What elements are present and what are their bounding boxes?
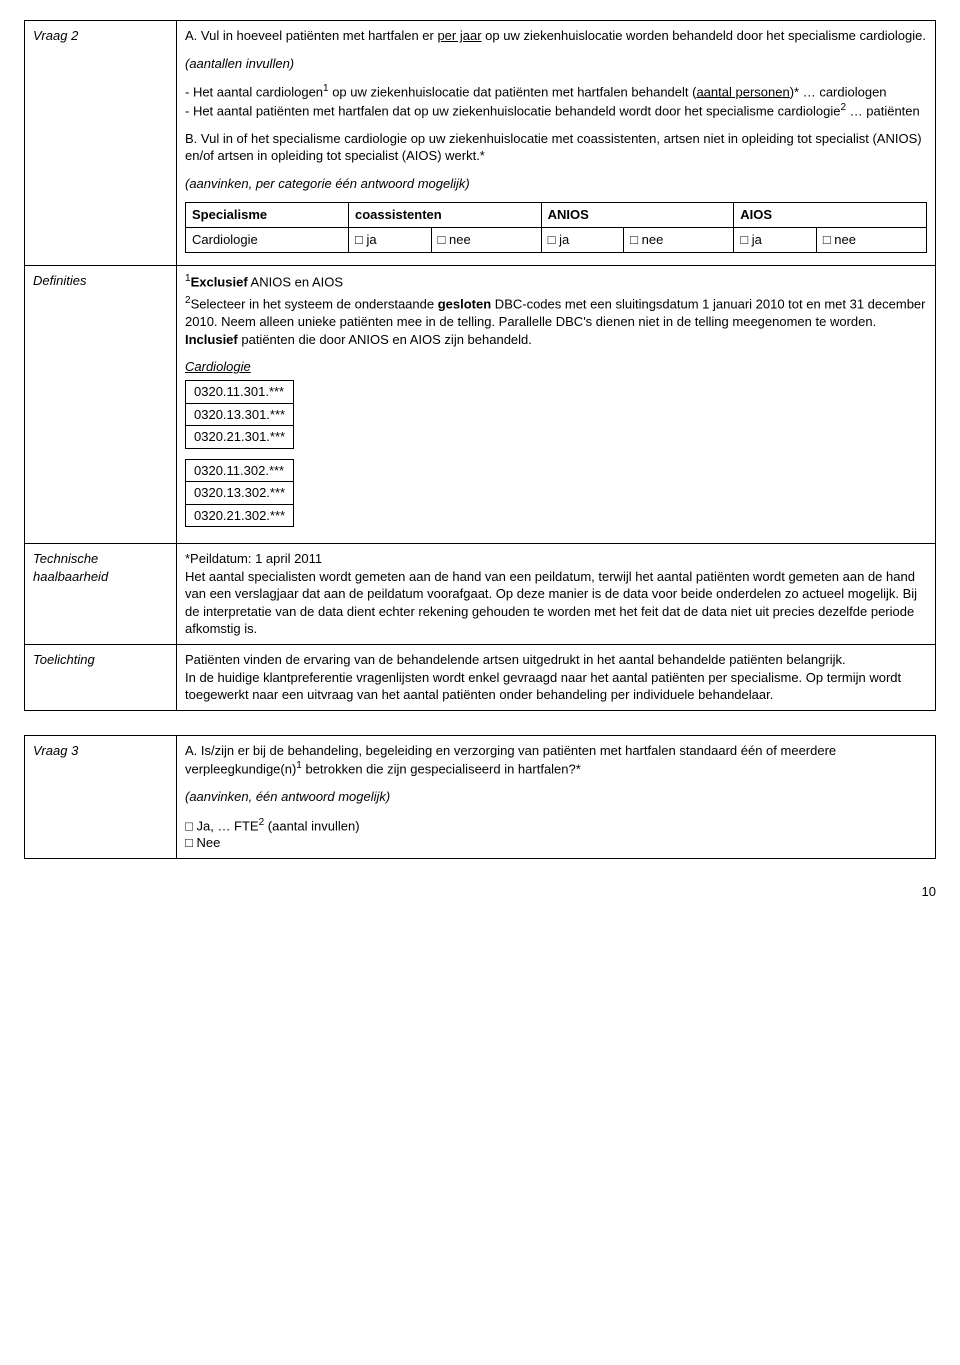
checkbox-icon: □ bbox=[548, 232, 556, 247]
checkbox-icon: □ bbox=[740, 232, 748, 247]
text-underline: per jaar bbox=[437, 28, 481, 43]
cell-ja[interactable]: □ ja bbox=[541, 228, 624, 253]
code-cell: 0320.13.302.*** bbox=[186, 482, 294, 505]
codes-table-1: 0320.11.301.*** 0320.13.301.*** 0320.21.… bbox=[185, 380, 294, 449]
text: ja bbox=[752, 232, 762, 247]
checkbox-icon: □ bbox=[438, 232, 446, 247]
text: (aantal invullen) bbox=[264, 818, 359, 833]
checkbox-icon: □ bbox=[630, 232, 638, 247]
checkbox-icon: □ bbox=[823, 232, 831, 247]
specialisme-table: Specialisme coassistenten ANIOS AIOS Car… bbox=[185, 202, 927, 252]
checkbox-icon[interactable]: □ bbox=[185, 835, 193, 850]
checkbox-icon: □ bbox=[355, 232, 363, 247]
technische-label: Technische haalbaarheid bbox=[25, 544, 177, 645]
text: ja bbox=[559, 232, 569, 247]
code-cell: 0320.11.301.*** bbox=[186, 380, 294, 403]
text: … patiënten bbox=[846, 103, 920, 118]
text: Patiënten vinden de ervaring van de beha… bbox=[185, 652, 846, 667]
definities-label: Definities bbox=[25, 265, 177, 544]
text: op uw ziekenhuislocatie dat patiënten me… bbox=[329, 84, 697, 99]
code-cell: 0320.13.301.*** bbox=[186, 403, 294, 426]
text: )* … cardiologen bbox=[790, 84, 887, 99]
definities-content: 1Exclusief ANIOS en AIOS 2Selecteer in h… bbox=[177, 265, 936, 544]
technische-content: *Peildatum: 1 april 2011 Het aantal spec… bbox=[177, 544, 936, 645]
cell-nee[interactable]: □ nee bbox=[816, 228, 926, 253]
vraag2-label: Vraag 2 bbox=[25, 21, 177, 266]
text-bold: Inclusief bbox=[185, 332, 238, 347]
cell-ja[interactable]: □ ja bbox=[349, 228, 432, 253]
checkbox-icon[interactable]: □ bbox=[185, 818, 193, 833]
vraag2-table: Vraag 2 A. Vul in hoeveel patiënten met … bbox=[24, 20, 936, 711]
text: Nee bbox=[196, 835, 220, 850]
text: nee bbox=[834, 232, 856, 247]
aantallen-note: (aantallen invullen) bbox=[185, 55, 927, 73]
vraag2-content: A. Vul in hoeveel patiënten met hartfale… bbox=[177, 21, 936, 266]
codes-table-2: 0320.11.302.*** 0320.13.302.*** 0320.21.… bbox=[185, 459, 294, 528]
cell-ja[interactable]: □ ja bbox=[734, 228, 817, 253]
th: Specialisme bbox=[186, 203, 349, 228]
text: ANIOS en AIOS bbox=[248, 274, 343, 289]
text: *Peildatum: 1 april 2011 bbox=[185, 551, 322, 566]
toelichting-content: Patiënten vinden de ervaring van de beha… bbox=[177, 644, 936, 710]
cell-nee[interactable]: □ nee bbox=[624, 228, 734, 253]
text: ja bbox=[367, 232, 377, 247]
row-label: Cardiologie bbox=[186, 228, 349, 253]
text-bold: gesloten bbox=[438, 297, 491, 312]
toelichting-label: Toelichting bbox=[25, 644, 177, 710]
cardio-header: Cardiologie bbox=[185, 358, 927, 376]
code-cell: 0320.11.302.*** bbox=[186, 459, 294, 482]
vraag3-table: Vraag 3 A. Is/zijn er bij de behandeling… bbox=[24, 735, 936, 859]
text: A. Vul in hoeveel patiënten met hartfale… bbox=[185, 28, 437, 43]
text: nee bbox=[449, 232, 471, 247]
th: ANIOS bbox=[541, 203, 734, 228]
text: Ja, … FTE bbox=[196, 818, 258, 833]
vraag3-label: Vraag 3 bbox=[25, 735, 177, 858]
page-number: 10 bbox=[24, 883, 936, 901]
text-bold: Exclusief bbox=[191, 274, 248, 289]
text: betrokken die zijn gespecialiseerd in ha… bbox=[302, 762, 581, 777]
text: nee bbox=[642, 232, 664, 247]
text: In de huidige klantpreferentie vragenlij… bbox=[185, 670, 901, 703]
text-underline: aantal personen bbox=[696, 84, 789, 99]
text: op uw ziekenhuislocatie worden behandeld… bbox=[482, 28, 926, 43]
text: Selecteer in het systeem de onderstaande bbox=[191, 297, 438, 312]
text: B. Vul in of het specialisme cardiologie… bbox=[185, 130, 927, 165]
th: AIOS bbox=[734, 203, 927, 228]
text: - Het aantal patiënten met hartfalen dat… bbox=[185, 103, 840, 118]
cell-nee[interactable]: □ nee bbox=[431, 228, 541, 253]
code-cell: 0320.21.302.*** bbox=[186, 504, 294, 527]
aanvinken-note: (aanvinken, per categorie één antwoord m… bbox=[185, 175, 927, 193]
th: coassistenten bbox=[349, 203, 542, 228]
aanvinken-note: (aanvinken, één antwoord mogelijk) bbox=[185, 788, 927, 806]
text: Het aantal specialisten wordt gemeten aa… bbox=[185, 569, 917, 637]
text: patiënten die door ANIOS en AIOS zijn be… bbox=[238, 332, 532, 347]
vraag3-content: A. Is/zijn er bij de behandeling, begele… bbox=[177, 735, 936, 858]
code-cell: 0320.21.301.*** bbox=[186, 426, 294, 449]
text: - Het aantal cardiologen bbox=[185, 84, 323, 99]
